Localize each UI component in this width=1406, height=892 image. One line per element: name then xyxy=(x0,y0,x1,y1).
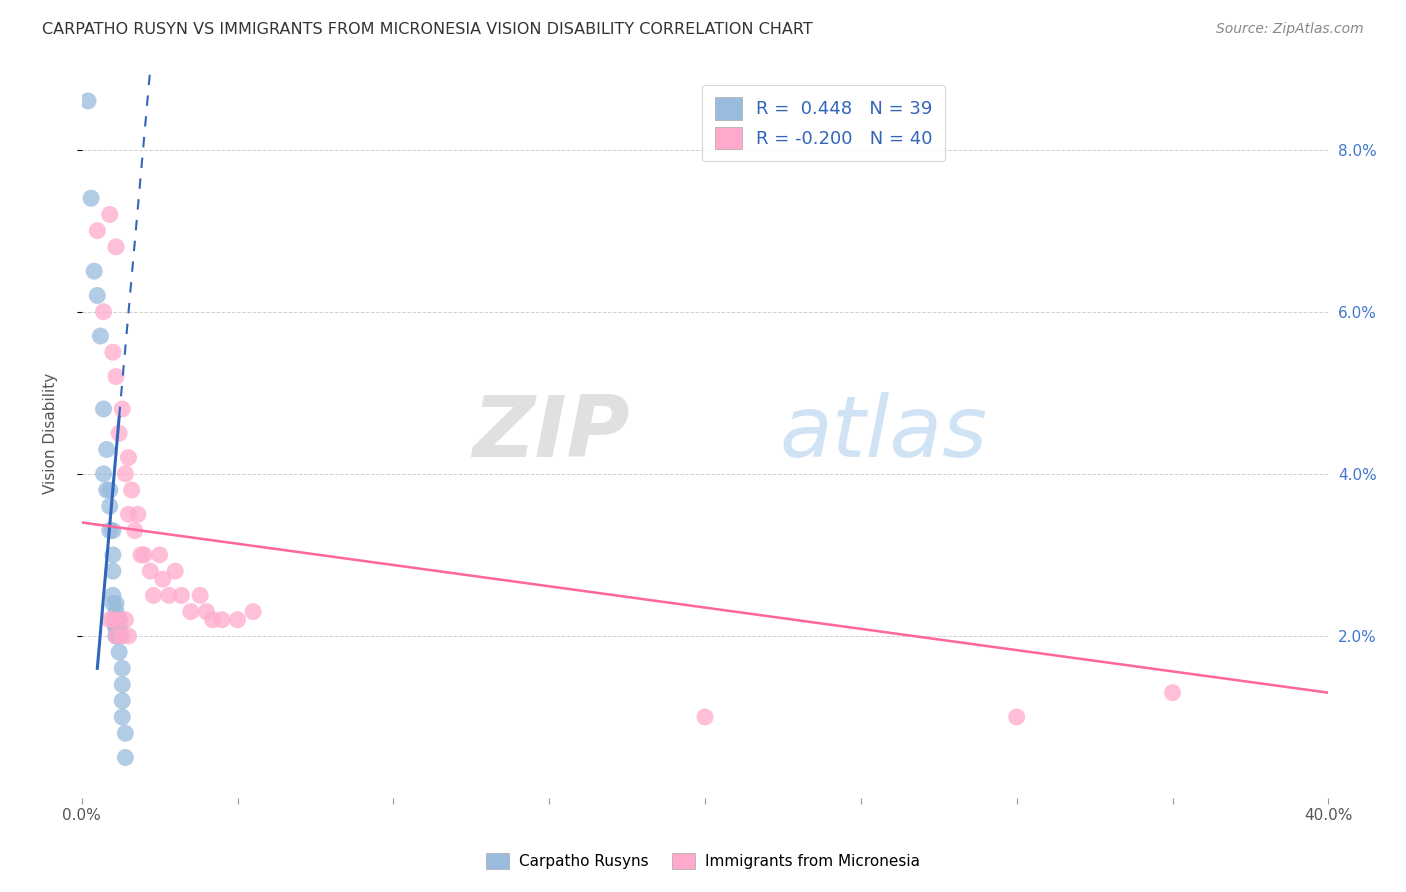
Point xyxy=(108,613,131,627)
Point xyxy=(93,304,115,318)
Legend: R =  0.448   N = 39, R = -0.200   N = 40: R = 0.448 N = 39, R = -0.200 N = 40 xyxy=(702,85,945,161)
Point xyxy=(124,524,146,538)
Point xyxy=(226,613,249,627)
Point xyxy=(1161,686,1184,700)
Point xyxy=(139,564,162,578)
Point xyxy=(114,726,136,740)
Point xyxy=(105,621,128,635)
Point xyxy=(114,750,136,764)
Point xyxy=(101,548,124,562)
Point xyxy=(195,605,218,619)
Point xyxy=(114,613,136,627)
Point xyxy=(111,401,134,416)
Point xyxy=(127,508,149,522)
Point xyxy=(93,401,115,416)
Point xyxy=(117,629,139,643)
Point xyxy=(1005,710,1028,724)
Point xyxy=(201,613,224,627)
Point xyxy=(105,605,128,619)
Point xyxy=(98,524,121,538)
Text: CARPATHO RUSYN VS IMMIGRANTS FROM MICRONESIA VISION DISABILITY CORRELATION CHART: CARPATHO RUSYN VS IMMIGRANTS FROM MICRON… xyxy=(42,22,813,37)
Point xyxy=(108,426,131,441)
Point xyxy=(105,621,128,635)
Point xyxy=(111,629,134,643)
Point xyxy=(108,645,131,659)
Point xyxy=(98,500,121,514)
Point xyxy=(149,548,172,562)
Point xyxy=(105,629,128,643)
Point xyxy=(180,605,202,619)
Point xyxy=(111,694,134,708)
Point xyxy=(129,548,152,562)
Point xyxy=(114,467,136,481)
Point xyxy=(111,661,134,675)
Point xyxy=(101,613,124,627)
Point xyxy=(80,191,103,205)
Point xyxy=(96,483,118,497)
Point xyxy=(121,483,143,497)
Point xyxy=(157,589,180,603)
Point xyxy=(101,524,124,538)
Point xyxy=(105,613,128,627)
Point xyxy=(111,710,134,724)
Point xyxy=(98,483,121,497)
Point xyxy=(108,613,131,627)
Text: ZIP: ZIP xyxy=(472,392,630,475)
Legend: Carpatho Rusyns, Immigrants from Micronesia: Carpatho Rusyns, Immigrants from Microne… xyxy=(479,847,927,875)
Point xyxy=(105,597,128,611)
Point xyxy=(165,564,187,578)
Text: atlas: atlas xyxy=(780,392,988,475)
Point xyxy=(86,288,108,302)
Point xyxy=(132,548,155,562)
Point xyxy=(117,508,139,522)
Point xyxy=(101,597,124,611)
Point xyxy=(108,613,131,627)
Point xyxy=(105,613,128,627)
Point xyxy=(96,442,118,457)
Point xyxy=(108,613,131,627)
Point xyxy=(101,589,124,603)
Point xyxy=(105,369,128,384)
Point xyxy=(89,329,111,343)
Point xyxy=(111,677,134,691)
Point xyxy=(98,613,121,627)
Point xyxy=(188,589,211,603)
Point xyxy=(242,605,264,619)
Y-axis label: Vision Disability: Vision Disability xyxy=(44,373,58,494)
Point xyxy=(693,710,716,724)
Point xyxy=(105,629,128,643)
Point xyxy=(152,572,174,586)
Point xyxy=(211,613,233,627)
Point xyxy=(98,207,121,221)
Point xyxy=(105,621,128,635)
Point xyxy=(83,264,105,278)
Point xyxy=(170,589,193,603)
Point xyxy=(93,467,115,481)
Point xyxy=(117,450,139,465)
Point xyxy=(105,629,128,643)
Point xyxy=(108,629,131,643)
Point xyxy=(105,613,128,627)
Point xyxy=(105,240,128,254)
Point xyxy=(77,94,100,108)
Point xyxy=(86,224,108,238)
Point xyxy=(108,621,131,635)
Point xyxy=(101,345,124,359)
Point xyxy=(101,564,124,578)
Point xyxy=(142,589,165,603)
Text: Source: ZipAtlas.com: Source: ZipAtlas.com xyxy=(1216,22,1364,37)
